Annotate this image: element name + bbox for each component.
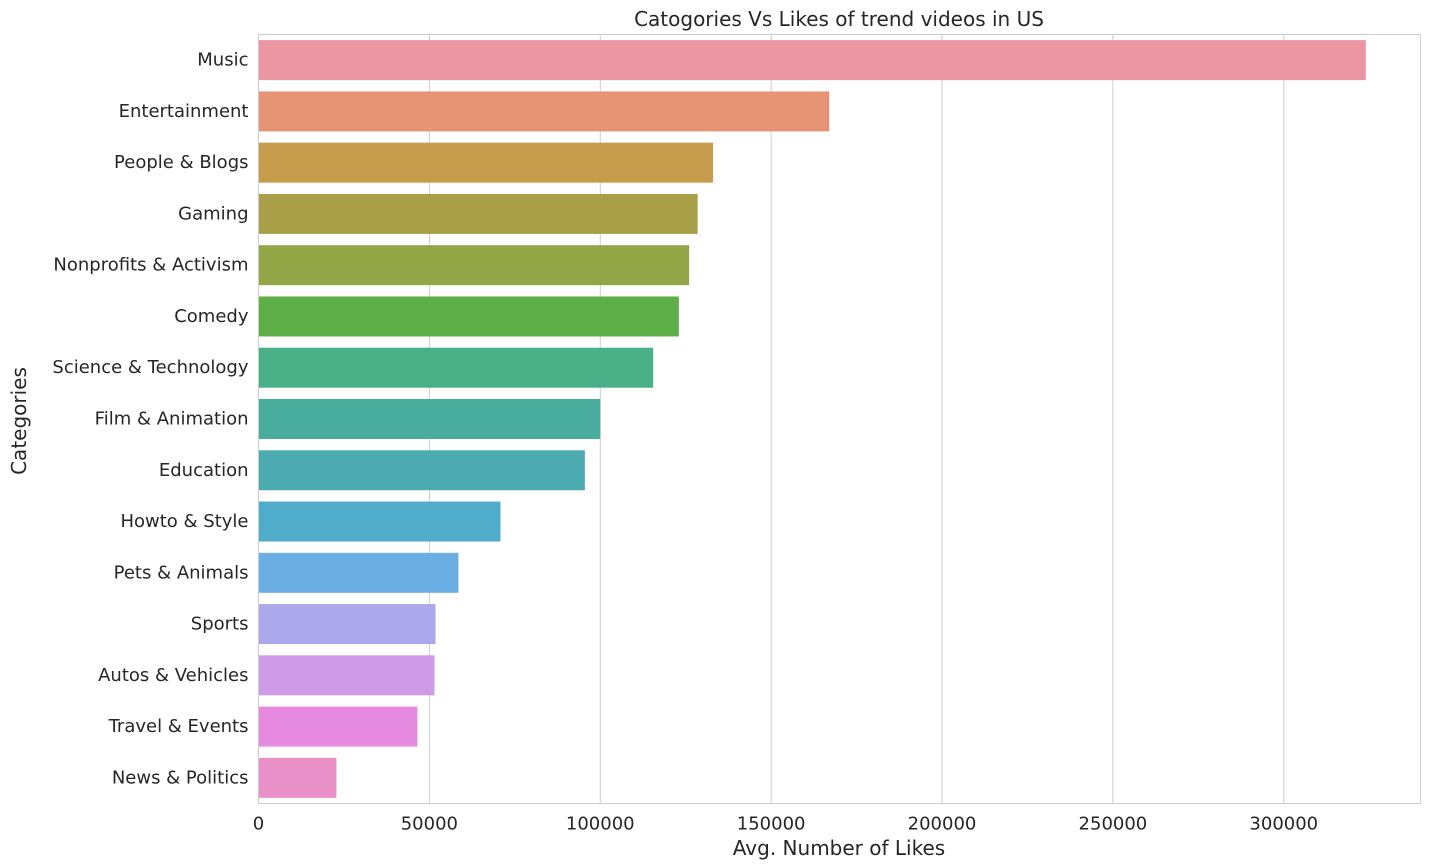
y-tick-label: People & Blogs	[114, 152, 248, 173]
y-tick-label: Gaming	[178, 203, 248, 224]
y-tick-label: Howto & Style	[120, 511, 248, 532]
bar	[258, 245, 690, 286]
y-tick-label: Travel & Events	[108, 716, 249, 737]
y-tick-labels: Music Entertainment People & Blogs Gaming No…	[52, 50, 248, 789]
bar	[258, 655, 435, 696]
x-tick-labels: 0 50000 100000 150000 200000 250000 300000	[253, 814, 1318, 835]
y-tick-label: Education	[159, 460, 249, 481]
bar	[258, 347, 654, 388]
x-tick-label: 50000	[401, 814, 458, 835]
bar	[258, 91, 830, 132]
x-axis-label: Avg. Number of Likes	[733, 836, 945, 860]
y-tick-label: Comedy	[174, 306, 249, 327]
y-tick-label: Music	[197, 50, 248, 71]
x-tick-label: 200000	[908, 814, 977, 835]
x-tick-label: 0	[253, 814, 264, 835]
y-tick-label: Science & Technology	[52, 357, 248, 378]
y-tick-label: Pets & Animals	[114, 562, 249, 583]
bar	[258, 450, 585, 491]
y-tick-label: Sports	[191, 614, 249, 635]
bar	[258, 501, 501, 542]
y-tick-label: Autos & Vehicles	[98, 665, 248, 686]
y-tick-label: Nonprofits & Activism	[53, 255, 248, 276]
bar	[258, 40, 1366, 81]
x-tick-label: 300000	[1249, 814, 1318, 835]
bar	[258, 706, 418, 747]
bar	[258, 757, 337, 798]
bar	[258, 552, 459, 593]
bar	[258, 399, 601, 439]
x-tick-label: 250000	[1079, 814, 1148, 835]
chart-title: Catogories Vs Likes of trend videos in U…	[634, 7, 1044, 31]
bar	[258, 604, 436, 645]
bars	[258, 40, 1366, 798]
y-tick-label: Film & Animation	[95, 409, 249, 430]
plot-frame	[258, 34, 1421, 804]
x-tick-label: 100000	[566, 814, 635, 835]
y-tick-label: Entertainment	[119, 101, 249, 122]
bar	[258, 142, 714, 183]
bar	[258, 296, 679, 337]
bar	[258, 193, 698, 234]
y-axis-label: Categories	[7, 367, 31, 475]
x-tick-label: 150000	[737, 814, 806, 835]
y-tick-label: News & Politics	[112, 767, 249, 788]
